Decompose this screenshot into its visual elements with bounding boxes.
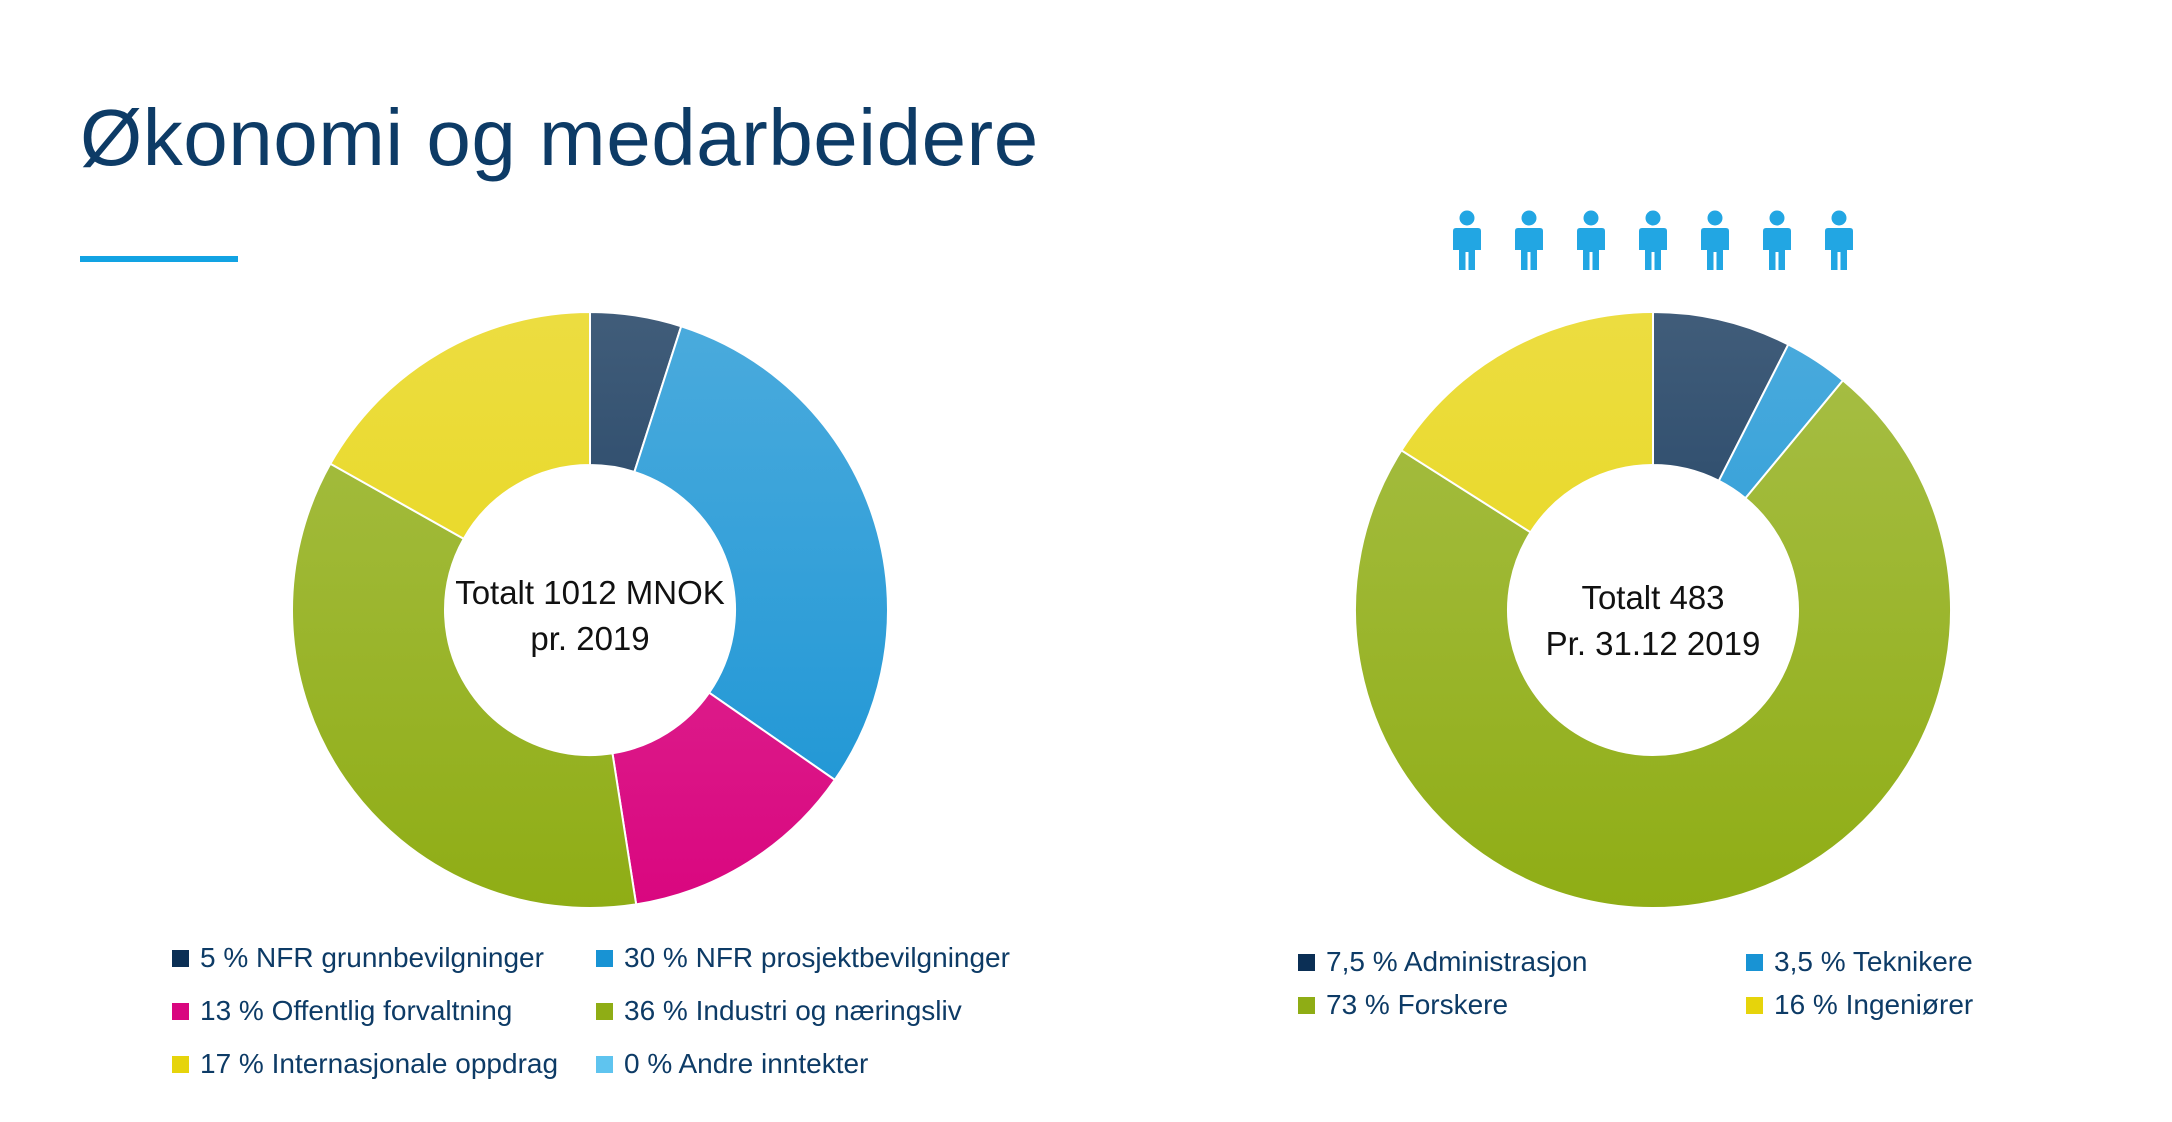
legend-label: 0 % Andre inntekter: [624, 1048, 869, 1079]
legend-swatch: [596, 1055, 613, 1073]
legend-item: 30 % NFR prosjektbevilgninger: [596, 942, 1010, 974]
legend-swatch: [596, 1002, 613, 1020]
donut-slice: [1354, 378, 1952, 909]
title-underline: [80, 256, 238, 262]
legend-label: 3,5 % Teknikere: [1774, 946, 1973, 977]
person-icon: [1825, 210, 1853, 270]
legend-swatch: [1298, 996, 1315, 1014]
legend-swatch: [1746, 953, 1763, 971]
person-icon: [1515, 210, 1543, 270]
legend-label: 17 % Internasjonale oppdrag: [200, 1048, 559, 1079]
legend-swatch: [596, 949, 613, 967]
legend-item: 36 % Industri og næringsliv: [596, 995, 962, 1027]
legend-item: 5 % NFR grunnbevilgninger: [172, 942, 544, 974]
donut-slice: [611, 691, 837, 906]
donut-slice: [291, 462, 638, 909]
person-icon: [1577, 210, 1605, 270]
income-center-label: Totalt 1012 MNOK pr. 2019: [390, 570, 790, 662]
person-icon: [1453, 210, 1481, 270]
legend-label: 36 % Industri og næringsliv: [624, 995, 962, 1026]
legend-label: 7,5 % Administrasjon: [1326, 946, 1588, 977]
legend-label: 5 % NFR grunnbevilgninger: [200, 942, 544, 973]
legend-swatch: [1746, 996, 1763, 1014]
person-icon: [1701, 210, 1729, 270]
legend-item: 0 % Andre inntekter: [596, 1048, 868, 1080]
legend-swatch: [172, 1002, 189, 1020]
legend-swatch: [1298, 953, 1315, 971]
income-donut-chart: [291, 310, 889, 909]
legend-item: 13 % Offentlig forvaltning: [172, 995, 512, 1027]
income-center-line-2: pr. 2019: [530, 620, 650, 657]
donut-slice: [1400, 310, 1654, 534]
staff-donut-chart: [1354, 310, 1952, 909]
legend-label: 16 % Ingeniører: [1774, 989, 1974, 1020]
legend-item: 3,5 % Teknikere: [1746, 946, 1973, 978]
donut-slice: [329, 310, 591, 541]
legend-item: 73 % Forskere: [1298, 989, 1508, 1021]
legend-label: 73 % Forskere: [1326, 989, 1509, 1020]
staff-center-line-1: Totalt 483: [1581, 579, 1725, 616]
person-icon: [1639, 210, 1667, 270]
income-center-line-1: Totalt 1012 MNOK: [455, 574, 725, 611]
legend-swatch: [172, 1055, 189, 1073]
page-title: Økonomi og medarbeidere: [80, 93, 1039, 182]
donut-slice: [633, 325, 889, 782]
legend-label: 30 % NFR prosjektbevilgninger: [624, 942, 1010, 973]
legend-label: 13 % Offentlig forvaltning: [200, 995, 513, 1026]
legend-item: 17 % Internasjonale oppdrag: [172, 1048, 558, 1080]
legend-item: 16 % Ingeniører: [1746, 989, 1973, 1021]
person-icon: [1763, 210, 1791, 270]
legend-item: 7,5 % Administrasjon: [1298, 946, 1587, 978]
staff-center-line-2: Pr. 31.12 2019: [1545, 625, 1761, 662]
staff-center-label: Totalt 483 Pr. 31.12 2019: [1453, 575, 1853, 667]
legend-swatch: [172, 949, 189, 967]
